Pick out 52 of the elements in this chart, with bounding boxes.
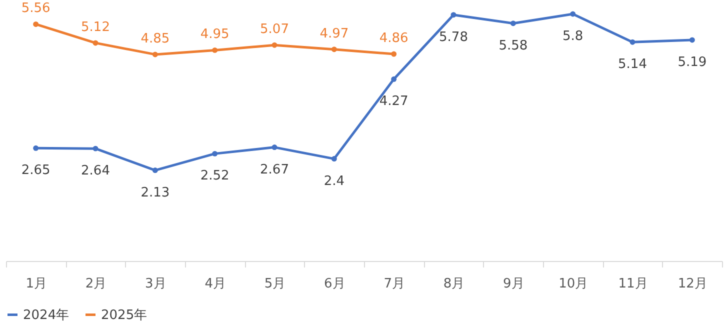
- point: [450, 12, 456, 18]
- x-tick-label: 6月: [324, 276, 346, 292]
- x-tick-label: 3月: [145, 276, 166, 292]
- data-label: 2.52: [200, 168, 230, 184]
- legend-label: 2024年: [23, 308, 70, 323]
- x-tick-label: 10月: [558, 276, 588, 292]
- data-label: 4.85: [140, 31, 170, 46]
- data-label: 5.78: [439, 30, 468, 45]
- data-label: 4.97: [320, 26, 349, 42]
- data-label: 5.58: [498, 38, 528, 54]
- point: [152, 168, 158, 174]
- x-tick-label: 12月: [678, 276, 708, 292]
- point: [272, 42, 278, 48]
- point: [212, 150, 218, 156]
- data-label: 2.67: [260, 162, 289, 178]
- data-label: 5.56: [21, 1, 50, 16]
- data-label: 4.86: [379, 31, 408, 46]
- point: [212, 47, 218, 53]
- point: [391, 76, 397, 82]
- point: [152, 52, 158, 58]
- x-tick-label: 7月: [384, 276, 405, 292]
- data-label: 5.12: [81, 20, 110, 35]
- point: [92, 40, 98, 46]
- data-label: 5.19: [678, 54, 707, 70]
- point: [92, 146, 98, 152]
- point: [570, 11, 576, 17]
- x-tick-label: 2月: [85, 276, 107, 292]
- x-tick-label: 4月: [204, 276, 226, 292]
- point: [510, 20, 516, 26]
- point: [689, 37, 695, 43]
- point: [630, 39, 636, 45]
- x-tick-label: 11月: [618, 276, 648, 292]
- point: [272, 144, 278, 150]
- data-label: 2.4: [324, 174, 345, 189]
- point: [331, 46, 337, 52]
- data-label: 4.27: [379, 94, 408, 110]
- point: [33, 145, 39, 151]
- data-label: 5.14: [618, 57, 647, 72]
- point: [331, 156, 337, 162]
- data-label: 5.8: [562, 29, 584, 44]
- data-label: 2.65: [21, 163, 50, 178]
- data-label: 4.95: [200, 27, 230, 42]
- data-label: 5.07: [260, 22, 289, 38]
- data-label: 2.64: [81, 164, 110, 179]
- point: [391, 51, 397, 57]
- point: [33, 21, 39, 27]
- legend-label: 2025年: [101, 308, 148, 323]
- data-label: 2.13: [140, 185, 170, 200]
- x-tick-label: 9月: [503, 276, 524, 292]
- x-tick-label: 1月: [26, 276, 47, 292]
- x-tick-label: 8月: [443, 276, 465, 292]
- x-tick-label: 5月: [264, 276, 286, 292]
